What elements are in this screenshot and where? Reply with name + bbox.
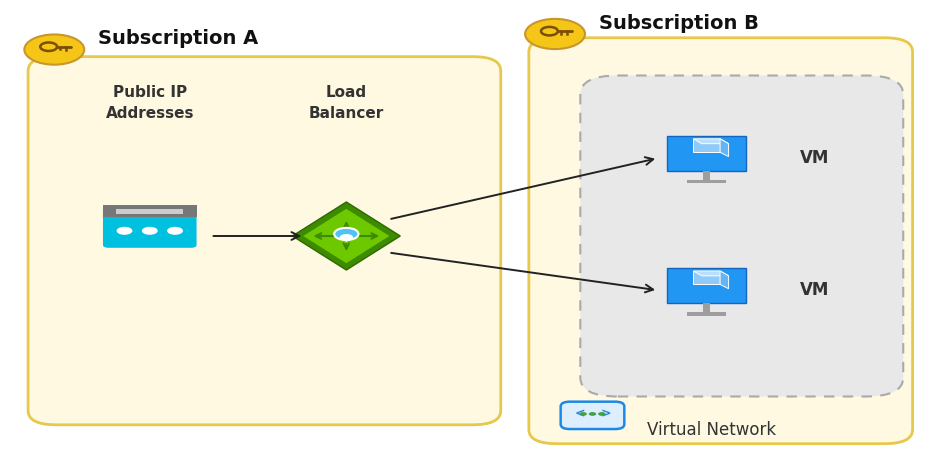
Circle shape	[589, 412, 596, 416]
Polygon shape	[694, 271, 728, 276]
Text: >: >	[600, 407, 611, 421]
Polygon shape	[292, 202, 401, 270]
Bar	[687, 312, 726, 315]
Polygon shape	[694, 139, 720, 152]
Circle shape	[598, 412, 606, 416]
FancyBboxPatch shape	[580, 76, 903, 396]
Bar	[116, 209, 183, 214]
FancyBboxPatch shape	[666, 268, 747, 303]
Polygon shape	[720, 139, 728, 157]
FancyBboxPatch shape	[28, 57, 501, 425]
Text: Subscription B: Subscription B	[599, 14, 759, 33]
Polygon shape	[720, 271, 728, 289]
FancyBboxPatch shape	[103, 205, 197, 248]
Text: Virtual Network: Virtual Network	[647, 421, 776, 438]
Circle shape	[340, 234, 353, 241]
Text: Addresses: Addresses	[106, 106, 194, 121]
Polygon shape	[694, 271, 720, 285]
Text: Subscription A: Subscription A	[98, 29, 258, 48]
Text: VM: VM	[800, 149, 829, 167]
Text: Balancer: Balancer	[309, 106, 384, 121]
FancyBboxPatch shape	[561, 402, 624, 429]
Polygon shape	[343, 239, 350, 242]
Circle shape	[24, 34, 84, 65]
Circle shape	[117, 227, 133, 235]
Circle shape	[142, 227, 157, 235]
FancyBboxPatch shape	[666, 136, 747, 171]
Bar	[687, 179, 726, 183]
Circle shape	[525, 19, 585, 49]
FancyBboxPatch shape	[529, 38, 913, 444]
Polygon shape	[303, 209, 389, 263]
Bar	[103, 205, 197, 217]
Circle shape	[579, 412, 587, 416]
Text: Load: Load	[326, 84, 367, 100]
Text: Public IP: Public IP	[112, 84, 187, 100]
Polygon shape	[694, 139, 728, 143]
Text: VM: VM	[800, 281, 829, 299]
Text: <: <	[574, 407, 585, 421]
Bar	[703, 171, 710, 180]
Circle shape	[334, 228, 358, 240]
Bar	[703, 303, 710, 312]
Circle shape	[168, 227, 183, 235]
